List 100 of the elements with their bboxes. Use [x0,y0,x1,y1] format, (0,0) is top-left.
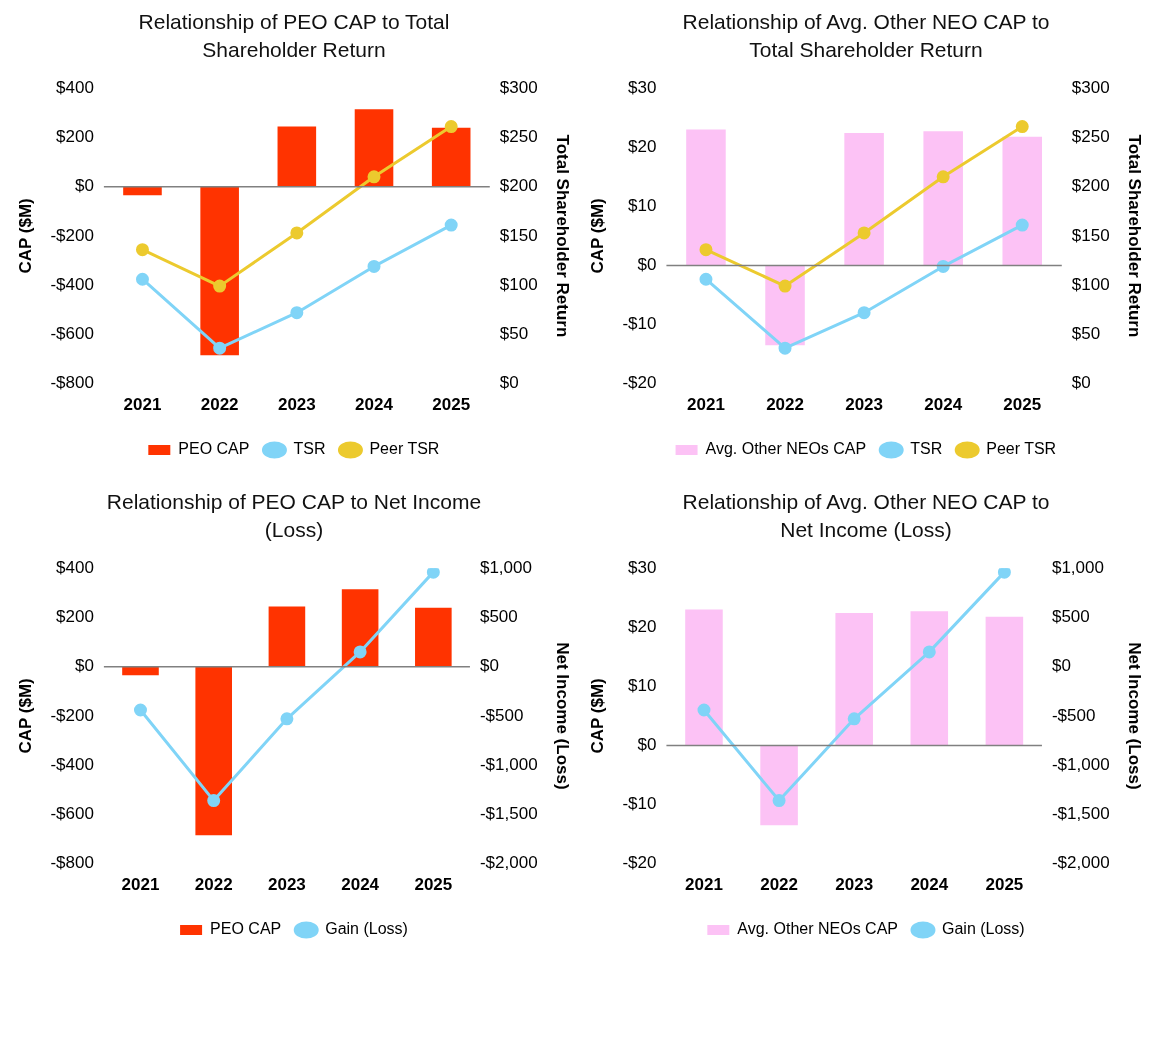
x-tick-label: 2021 [687,395,725,415]
y2-tick-label: -$500 [479,705,524,725]
y-tick-label: $10 [628,676,657,696]
y2-tick-label: $300 [1071,77,1110,97]
y2-tick-label: $300 [499,77,538,97]
bar [760,745,798,826]
chart-title: Relationship of Avg. Other NEO CAP to Net Income (Loss) [681,489,1051,543]
x-tick-label: 2023 [268,875,306,895]
y-tick-label: -$200 [50,225,94,245]
bar [122,666,159,676]
point [290,306,304,320]
y-tick-label: -$20 [622,373,657,393]
y-axis-title: CAP ($M) [15,678,35,754]
point [936,170,950,184]
legend-label: TSR [910,440,943,458]
point [213,341,227,355]
y-tick-label: $0 [637,735,657,755]
y2-tick-label: $250 [1071,127,1110,147]
y2-tick-label: -$1,000 [1051,754,1110,774]
y2-axis-title: Total Shareholder Return [1125,134,1145,338]
y2-tick-label: -$1,500 [1051,804,1110,824]
x-tick-label: 2025 [985,875,1024,895]
bar [686,129,726,266]
legend-label: Avg. Other NEOs CAP [705,440,867,458]
y-tick-label: -$10 [622,794,657,814]
y-tick-label: $0 [74,176,94,196]
legend-label: Peer TSR [369,440,440,458]
point [353,645,367,659]
y-tick-label: $20 [628,136,657,156]
y-tick-label: $20 [628,616,657,636]
y-tick-label: $0 [74,656,94,676]
y-tick-label: $30 [628,77,657,97]
point [699,272,713,286]
y2-tick-label: $0 [479,656,499,676]
point [1015,218,1029,232]
x-tick-label: 2021 [121,875,160,895]
point [213,279,227,293]
y2-tick-label: $50 [1071,324,1101,344]
y2-tick-label: $150 [1071,225,1110,245]
chart-title: Relationship of PEO CAP to Total Shareholder Return [137,9,451,63]
point [778,279,792,293]
point [444,120,458,134]
y2-tick-label: $50 [499,324,529,344]
x-tick-label: 2024 [910,875,949,895]
x-tick-label: 2022 [200,395,239,415]
y2-tick-label: $250 [499,127,538,147]
x-tick-label: 2021 [123,395,162,415]
x-tick-label: 2023 [277,395,316,415]
x-tick-label: 2024 [355,395,394,415]
x-tick-label: 2023 [845,395,884,415]
y-tick-label: -$800 [50,373,94,393]
bar [1002,136,1043,266]
legend-label: PEO CAP [178,440,250,458]
y2-tick-label: -$500 [1051,705,1096,725]
legend-label: PEO CAP [210,920,282,938]
point [280,712,294,726]
bar [341,589,379,667]
point [857,306,871,320]
y-tick-label: $400 [56,77,94,97]
y-tick-label: -$200 [50,705,94,725]
y2-tick-label: $500 [479,607,518,627]
y-tick-label: -$400 [50,754,94,774]
point [135,272,149,286]
point [426,568,440,579]
point [847,712,861,726]
point [135,243,149,257]
bar [415,607,452,667]
point [857,226,871,240]
chart-title: Relationship of Avg. Other NEO CAP to Total Shareholder Return [681,9,1051,63]
y2-tick-label: $1,000 [1051,557,1104,577]
y-tick-label: $30 [628,557,657,577]
y2-axis-title: Net Income (Loss) [1125,642,1145,790]
y-tick-label: $10 [628,196,657,216]
bar [200,186,239,356]
x-tick-label: 2024 [341,875,380,895]
point [699,243,713,257]
x-tick-label: 2025 [414,875,453,895]
x-tick-label: 2023 [835,875,874,895]
y-tick-label: -$400 [50,274,94,294]
bar [268,606,306,667]
y2-tick-label: $1,000 [479,557,532,577]
y2-tick-label: $0 [499,373,519,393]
y2-axis-title: Net Income (Loss) [553,642,573,790]
point [1015,120,1029,134]
y-tick-label: -$800 [50,853,94,873]
y2-tick-label: $0 [1051,656,1071,676]
y-tick-label: -$600 [50,324,94,344]
legend-label: TSR [293,440,326,458]
legend-label: Gain (Loss) [325,920,408,938]
y2-tick-label: $200 [499,176,538,196]
point [133,703,147,717]
point [207,794,221,808]
x-tick-label: 2022 [760,875,798,895]
bar [277,126,317,187]
bar [195,666,232,836]
y2-tick-label: $150 [499,225,538,245]
y2-tick-label: -$1,000 [479,754,538,774]
y-axis-title: CAP ($M) [15,198,35,274]
point [772,794,786,808]
y-tick-label: $200 [56,127,94,147]
